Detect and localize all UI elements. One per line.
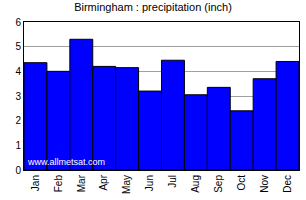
svg-text:3: 3 bbox=[15, 91, 21, 102]
svg-text:5: 5 bbox=[15, 41, 21, 52]
svg-text:4: 4 bbox=[15, 66, 21, 77]
svg-text:6: 6 bbox=[15, 17, 21, 28]
svg-text:May: May bbox=[121, 175, 132, 194]
svg-text:0: 0 bbox=[15, 165, 21, 176]
svg-text:Sep: Sep bbox=[213, 175, 224, 193]
svg-text:Jul: Jul bbox=[167, 175, 178, 188]
svg-text:Jan: Jan bbox=[30, 175, 41, 191]
svg-text:Apr: Apr bbox=[98, 174, 109, 190]
svg-text:www.allmetsat.com: www.allmetsat.com bbox=[27, 157, 105, 167]
svg-text:2: 2 bbox=[15, 115, 21, 126]
svg-text:Jun: Jun bbox=[144, 175, 155, 191]
svg-text:Nov: Nov bbox=[259, 175, 270, 193]
svg-text:Aug: Aug bbox=[190, 175, 201, 193]
svg-text:Dec: Dec bbox=[282, 175, 293, 193]
svg-text:Feb: Feb bbox=[53, 175, 64, 193]
svg-text:1: 1 bbox=[15, 140, 21, 151]
svg-text:Oct: Oct bbox=[236, 175, 247, 191]
svg-text:Mar: Mar bbox=[76, 174, 87, 192]
svg-text:Birmingham : precipitation (in: Birmingham : precipitation (inch) bbox=[74, 1, 232, 13]
